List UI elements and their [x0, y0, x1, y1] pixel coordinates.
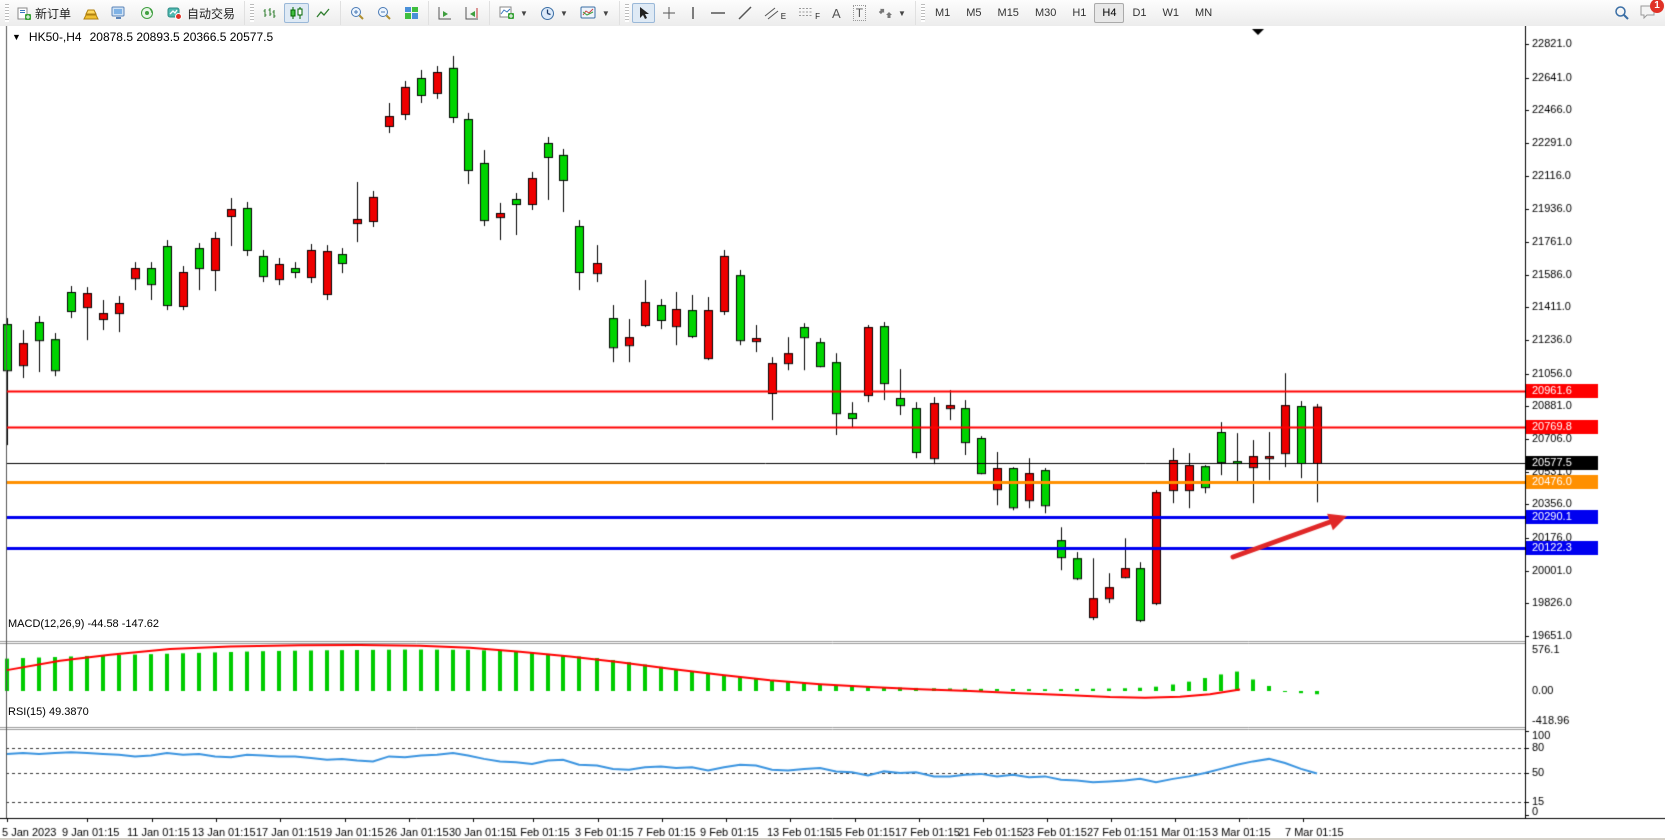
caret-down-icon: ▼	[559, 8, 568, 18]
signal-radar-icon	[141, 7, 154, 19]
trendline-icon	[738, 6, 752, 20]
insert-group: ▼ ▼ ▼	[489, 1, 619, 25]
timeframe-m1-button[interactable]: M1	[934, 7, 951, 19]
bar-chart-icon	[263, 8, 276, 18]
toolbar-grip	[624, 4, 629, 22]
tile-windows-icon	[405, 7, 419, 19]
horizontal-line-icon	[710, 12, 725, 14]
arrows-button[interactable]: ▼	[873, 3, 911, 23]
signals-button[interactable]	[134, 3, 160, 23]
trendline-button[interactable]	[733, 3, 757, 23]
macd-indicator-label: MACD(12,26,9) -44.58 -147.62	[8, 618, 159, 630]
tile-windows-button[interactable]	[399, 3, 424, 23]
notifications-button[interactable]: 1	[1640, 0, 1664, 22]
timeframe-h4-button[interactable]: H4	[1094, 3, 1125, 23]
periods-button[interactable]: ▼	[535, 3, 573, 24]
channel-icon	[764, 7, 779, 20]
window-bottom-edge	[0, 838, 1665, 840]
timeframe-mn-button[interactable]: MN	[1195, 7, 1213, 19]
zoom-out-button[interactable]	[372, 3, 397, 24]
crosshair-button[interactable]	[657, 3, 681, 23]
arrow-shapes-icon	[878, 8, 893, 18]
auto-scroll-icon	[438, 7, 452, 20]
caret-down-icon: ▼	[898, 8, 906, 18]
terminal-icon	[111, 6, 125, 19]
drawing-tools-group: E F A T ▼	[618, 1, 915, 25]
crosshair-icon	[662, 7, 675, 19]
chart-symbol-label: ▼ HK50-,H4 20878.5 20893.5 20366.5 20577…	[12, 30, 273, 44]
timeframe-group: M1 M5 M15 M30 H1 H4 D1 W1 MN	[914, 1, 1223, 25]
template-icon	[580, 6, 596, 19]
macd-name: MACD(12,26,9)	[8, 618, 85, 630]
expert-terminal-button[interactable]	[106, 3, 132, 23]
order-group: 新订单 自动交易	[0, 1, 244, 25]
timeframe-m15-button[interactable]: M15	[997, 7, 1019, 19]
price-chart-canvas[interactable]	[0, 26, 1665, 840]
autotrade-icon	[167, 7, 183, 20]
cursor-arrow-icon	[639, 7, 649, 19]
text-button[interactable]: A	[827, 3, 846, 24]
clock-icon	[540, 6, 554, 20]
collapse-arrow-icon[interactable]: ▼	[12, 32, 21, 42]
channel-button[interactable]: E	[759, 3, 791, 24]
rsi-indicator-label: RSI(15) 49.3870	[8, 706, 89, 718]
line-chart-icon	[316, 8, 330, 18]
rsi-name: RSI(15)	[8, 706, 46, 718]
autotrade-button[interactable]: 自动交易	[162, 2, 240, 25]
caret-down-icon: ▼	[520, 8, 528, 18]
caret-down-icon: ▼	[601, 8, 610, 18]
toolbar-grip	[920, 4, 925, 22]
toolbar-right: 1	[1614, 0, 1665, 22]
timeframe-m5-button[interactable]: M5	[966, 7, 982, 19]
macd-values: -44.58 -147.62	[87, 618, 160, 630]
ohlc-readout: 20878.5 20893.5 20366.5 20577.5	[89, 30, 274, 44]
text-tool-letter: A	[832, 5, 841, 21]
text-label-button[interactable]: T	[848, 2, 871, 24]
candlestick-icon	[290, 7, 303, 19]
new-order-icon	[17, 7, 31, 20]
zoom-group	[340, 1, 428, 25]
vertical-line-icon	[692, 7, 694, 19]
chart-shift-group	[428, 1, 489, 25]
new-order-button[interactable]: 新订单	[12, 2, 76, 25]
bar-chart-button[interactable]	[257, 3, 282, 23]
zoom-out-icon	[378, 6, 391, 20]
timeframe-m30-button[interactable]: M30	[1034, 7, 1057, 19]
zoom-in-button[interactable]	[345, 3, 370, 24]
fibonacci-button[interactable]: F	[793, 3, 825, 24]
toolbar-grip	[250, 4, 255, 22]
gold-bars-button[interactable]	[78, 3, 104, 23]
channel-letter: E	[780, 11, 787, 21]
fibonacci-icon	[799, 8, 813, 16]
symbol-name: HK50-,H4	[28, 30, 82, 44]
search-icon[interactable]	[1614, 5, 1630, 21]
chart-window: ▼ HK50-,H4 20878.5 20893.5 20366.5 20577…	[0, 26, 1665, 840]
chart-shift-button[interactable]	[460, 3, 485, 23]
indicators-icon	[499, 6, 515, 19]
notification-badge: 1	[1650, 0, 1664, 13]
line-chart-button[interactable]	[311, 3, 336, 23]
cursor-button[interactable]	[631, 3, 655, 23]
fibonacci-letter: F	[815, 11, 821, 21]
new-order-label: 新订单	[35, 6, 72, 21]
templates-button[interactable]: ▼	[575, 3, 615, 23]
toolbar-grip	[5, 4, 9, 22]
vertical-line-button[interactable]	[683, 3, 703, 23]
chart-shift-icon	[465, 7, 479, 20]
indicators-button[interactable]: ▼	[494, 3, 533, 23]
timeframe-w1-button[interactable]: W1	[1162, 7, 1180, 19]
label-tool-letter: T	[852, 5, 867, 21]
zoom-in-icon	[351, 6, 364, 20]
main-toolbar: 新订单 自动交易	[0, 0, 1665, 27]
rsi-value: 49.3870	[48, 706, 89, 718]
candlestick-chart-button[interactable]	[284, 3, 310, 23]
chart-type-group	[244, 1, 340, 25]
gold-bars-icon	[83, 9, 99, 20]
horizontal-line-button[interactable]	[705, 3, 731, 23]
timeframe-h1-button[interactable]: H1	[1072, 7, 1087, 19]
timeframe-d1-button[interactable]: D1	[1132, 7, 1147, 19]
auto-scroll-button[interactable]	[433, 3, 458, 23]
autotrade-label: 自动交易	[187, 6, 236, 21]
